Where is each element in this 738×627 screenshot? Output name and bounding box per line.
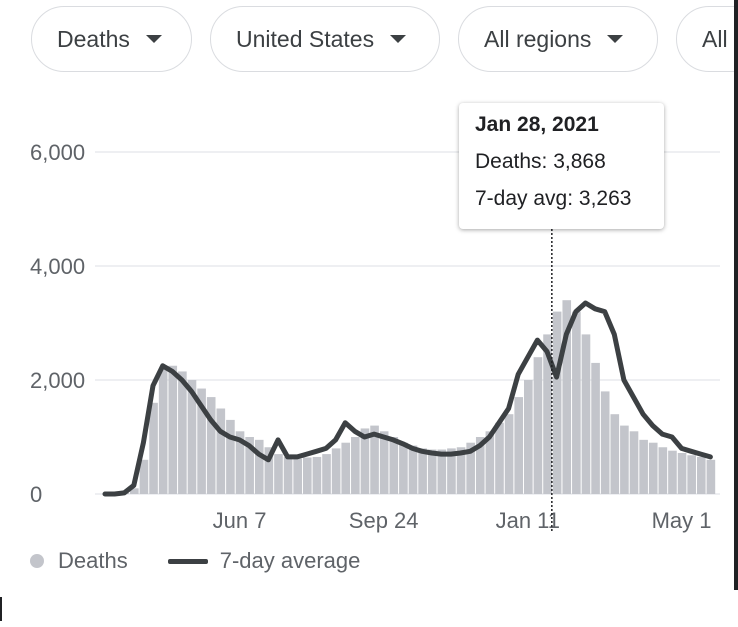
deaths-bar xyxy=(514,397,524,494)
deaths-chart[interactable]: 0 2,000 4,000 6,000 Jun 7 Sep 24 Jan 11 May 1 xyxy=(0,0,734,545)
extra-filter-label: All xyxy=(702,25,728,52)
deaths-bar xyxy=(197,388,206,494)
deaths-bar xyxy=(312,456,322,494)
average-legend-label: 7-day average xyxy=(219,548,361,573)
deaths-bar xyxy=(283,456,293,494)
tooltip-average: 7-day avg: 3,263 xyxy=(475,187,632,210)
deaths-bar xyxy=(629,431,639,494)
deaths-bar xyxy=(572,311,581,494)
deaths-bar xyxy=(456,447,466,494)
x-tick-label: May 1 xyxy=(652,508,712,533)
deaths-bar xyxy=(351,437,360,494)
y-tick-label: 4,000 xyxy=(30,254,85,279)
deaths-bar xyxy=(447,448,456,494)
seven-day-average-line xyxy=(102,300,713,497)
chevron-down-icon xyxy=(145,35,162,43)
deaths-bar xyxy=(706,459,716,494)
deaths-bar xyxy=(581,334,591,494)
deaths-bar xyxy=(610,414,620,494)
text-cursor xyxy=(0,597,2,621)
deaths-bar xyxy=(408,445,418,494)
deaths-bar xyxy=(264,447,274,494)
deaths-bar xyxy=(168,365,178,494)
tooltip-deaths: Deaths: 3,868 xyxy=(475,150,606,173)
deaths-bar xyxy=(302,457,312,494)
region-filter-label: All regions xyxy=(484,25,592,52)
country-filter-chip[interactable]: United States xyxy=(210,6,440,72)
x-tick-label: Jan 11 xyxy=(496,508,560,533)
deaths-bar xyxy=(274,454,283,494)
deaths-bar xyxy=(485,431,495,494)
deaths-bar xyxy=(206,397,216,494)
deaths-bar xyxy=(149,402,158,494)
deaths-bar xyxy=(331,448,341,494)
deaths-bar xyxy=(158,368,168,494)
deaths-bar xyxy=(600,391,610,494)
x-tick-label: Sep 24 xyxy=(349,508,419,533)
deaths-bar xyxy=(399,442,408,494)
deaths-bar xyxy=(687,455,696,494)
deaths-bar xyxy=(677,452,687,494)
deaths-legend-swatch xyxy=(30,554,44,568)
deaths-bar xyxy=(668,450,677,494)
deaths-bar xyxy=(639,439,648,494)
deaths-bar xyxy=(235,431,245,494)
deaths-bar xyxy=(341,442,351,494)
deaths-legend-label: Deaths xyxy=(58,548,128,573)
metric-filter-chip[interactable]: Deaths xyxy=(31,6,192,72)
deaths-bar xyxy=(370,425,379,494)
extra-filter-chip[interactable]: All xyxy=(676,6,738,72)
deaths-bar xyxy=(437,449,447,494)
deaths-bar xyxy=(293,458,302,494)
deaths-bar xyxy=(533,357,543,494)
deaths-bar xyxy=(178,371,187,494)
average-legend-swatch xyxy=(167,558,208,564)
deaths-bar xyxy=(648,442,658,494)
scrollbar-edge xyxy=(734,0,738,590)
chevron-down-icon xyxy=(607,35,624,43)
deaths-bar xyxy=(466,442,475,494)
deaths-bar xyxy=(254,439,264,494)
deaths-bar xyxy=(130,488,139,494)
y-tick-label: 0 xyxy=(30,482,42,507)
deaths-bar xyxy=(552,311,562,494)
deaths-bar xyxy=(216,408,226,494)
y-tick-label: 2,000 xyxy=(30,368,85,393)
deaths-bar xyxy=(360,428,370,494)
deaths-bar xyxy=(245,437,254,494)
deaths-bar xyxy=(475,437,485,494)
chevron-down-icon xyxy=(390,35,407,43)
tooltip-date: Jan 28, 2021 xyxy=(475,113,599,136)
x-tick-label: Jun 7 xyxy=(213,508,267,533)
deaths-bar xyxy=(139,459,149,494)
deaths-bar xyxy=(427,449,437,494)
metric-filter-label: Deaths xyxy=(57,25,130,52)
deaths-bar xyxy=(543,334,552,494)
deaths-bar xyxy=(389,437,399,494)
deaths-bar xyxy=(379,431,389,494)
deaths-bar xyxy=(504,414,514,494)
deaths-bar xyxy=(620,425,629,494)
deaths-bar xyxy=(495,422,504,494)
deaths-bar xyxy=(418,448,427,494)
deaths-bar xyxy=(696,456,706,494)
deaths-bar xyxy=(658,447,668,494)
deaths-bar xyxy=(187,380,197,494)
chart-tooltip: Jan 28, 2021 Deaths: 3,868 7-day avg: 3,… xyxy=(459,103,664,229)
deaths-bar xyxy=(226,419,235,494)
region-filter-chip[interactable]: All regions xyxy=(458,6,658,72)
deaths-bar xyxy=(591,362,600,494)
country-filter-label: United States xyxy=(236,25,375,52)
chart-legend: Deaths 7-day average xyxy=(30,548,360,574)
deaths-bar xyxy=(322,454,331,494)
y-tick-label: 6,000 xyxy=(30,140,85,165)
deaths-bar xyxy=(562,300,572,494)
deaths-bar xyxy=(524,380,533,494)
